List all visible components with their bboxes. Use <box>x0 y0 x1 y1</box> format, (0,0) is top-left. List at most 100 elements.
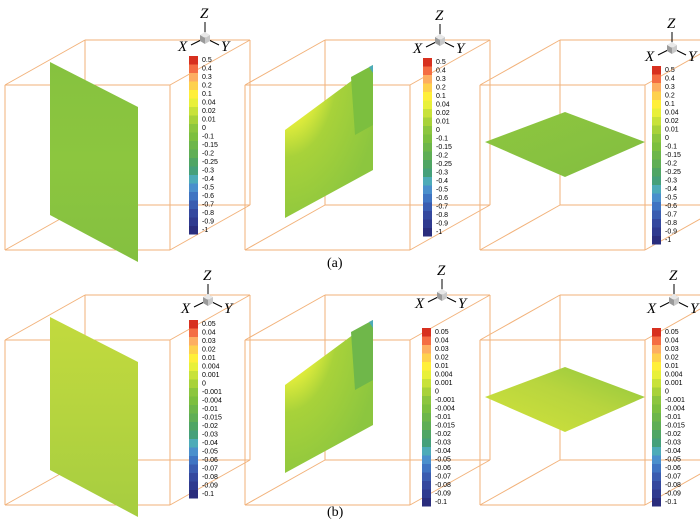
slice-0-2 <box>485 112 645 177</box>
colorbar-tick-label: 0.05 <box>665 329 679 336</box>
colorbar-swatch <box>189 439 198 448</box>
y-axis-label: Y <box>688 49 698 65</box>
cube-right <box>440 37 445 46</box>
colorbar-swatch <box>423 109 432 118</box>
colorbar-tick-label: -0.05 <box>435 457 451 464</box>
colorbar-swatch <box>423 185 432 194</box>
colorbar-swatch <box>422 370 431 379</box>
colorbar-swatch <box>189 158 198 167</box>
colorbar-tick-label: -0.8 <box>202 210 214 217</box>
colorbar-tick-label: 0.3 <box>665 84 675 91</box>
colorbar-swatch <box>423 143 432 152</box>
colorbar-swatch <box>652 481 661 490</box>
colorbar-tick-label: -0.1 <box>202 491 214 498</box>
slice-0-1 <box>285 65 373 218</box>
colorbar-tick-label: 0.01 <box>665 363 679 370</box>
colorbar-tick-label: -0.15 <box>436 144 452 151</box>
cube-left <box>669 297 674 306</box>
colorbar-tick-label: 0.001 <box>202 372 220 379</box>
colorbar-swatch <box>189 141 198 150</box>
colorbar-tick-label: -0.015 <box>665 423 685 430</box>
colorbar-tick-label: 0.04 <box>435 338 449 345</box>
colorbar-tick-label: -0.3 <box>202 168 214 175</box>
colorbar-tick-label: 0 <box>665 135 669 142</box>
z-axis-label: Z <box>200 6 209 22</box>
colorbar-tick-label: 0.02 <box>665 355 679 362</box>
colorbar-tick-label: 0.04 <box>436 102 450 109</box>
colorbar-tick-label: -0.04 <box>435 448 451 455</box>
colorbar-swatch <box>652 176 661 185</box>
colorbar-swatch <box>652 202 661 211</box>
colorbar-tick-label: -0.15 <box>202 142 218 149</box>
colorbar-tick-label: 0.02 <box>436 110 450 117</box>
colorbar-tick-label: -0.8 <box>665 220 677 227</box>
colorbar-swatch <box>189 481 198 490</box>
colorbar-tick-label: 0.004 <box>202 364 220 371</box>
colorbar-swatch <box>652 159 661 168</box>
colorbar-tick-label: -0.4 <box>436 178 448 185</box>
colorbar-tick-label: -0.9 <box>202 219 214 226</box>
colorbar-swatch <box>652 227 661 236</box>
colorbar-0-2: 0.5 0.40.3 0.20.1 0.040.02 0.010 -0.1-0.15 -0.… <box>652 66 681 245</box>
colorbar-swatch <box>189 226 198 235</box>
colorbar-swatch <box>189 388 198 397</box>
colorbar-tick-label: -0.01 <box>202 406 218 413</box>
colorbar-tick-label: -0.001 <box>435 397 455 404</box>
colorbar-tick-label: 0.2 <box>665 93 675 100</box>
x-axis-label: X <box>177 39 188 55</box>
colorbar-swatch <box>189 447 198 456</box>
colorbar-swatch <box>652 117 661 126</box>
colorbar-swatch <box>189 345 198 354</box>
colorbar-swatch <box>189 490 198 499</box>
colorbar-tick-label: 0.04 <box>665 110 679 117</box>
colorbar-tick-label: -0.08 <box>665 482 681 489</box>
colorbar-swatch <box>423 66 432 75</box>
colorbar-swatch <box>423 92 432 101</box>
colorbar-swatch <box>652 362 661 371</box>
colorbar-tick-label: -0.004 <box>435 406 455 413</box>
colorbar-swatch <box>652 185 661 194</box>
axis-triad-1-2: Z X Y <box>646 268 700 317</box>
colorbar-tick-label: -0.25 <box>202 159 218 166</box>
colorbar-tick-label: -0.05 <box>202 449 218 456</box>
colorbar-tick-label: -0.01 <box>665 414 681 421</box>
contour-surface <box>485 367 645 432</box>
colorbar-tick-label: -1 <box>436 229 442 236</box>
colorbar-swatch <box>423 151 432 160</box>
contour-surface <box>285 65 373 218</box>
colorbar-tick-label: -0.1 <box>665 144 677 151</box>
x-axis-label: X <box>414 296 425 312</box>
colorbar-swatch <box>189 362 198 371</box>
colorbar-swatch <box>652 151 661 160</box>
colorbar-swatch <box>422 362 431 371</box>
colorbar-tick-label: 0.1 <box>665 101 675 108</box>
colorbar-swatch <box>189 192 198 201</box>
colorbar-tick-label: 0.04 <box>202 330 216 337</box>
colorbar-tick-label: -0.09 <box>202 483 218 490</box>
colorbar-swatch <box>189 166 198 175</box>
row-a-caption: (a) <box>327 256 343 271</box>
colorbar-tick-label: -0.02 <box>665 431 681 438</box>
colorbar-tick-label: 0 <box>665 389 669 396</box>
colorbar-swatch <box>652 396 661 405</box>
colorbar-tick-label: -0.7 <box>665 212 677 219</box>
colorbar-swatch <box>189 320 198 329</box>
colorbar-tick-label: 0.2 <box>202 83 212 90</box>
colorbar-swatch <box>422 489 431 498</box>
colorbar-tick-label: 0.4 <box>665 76 675 83</box>
colorbar-swatch <box>189 132 198 141</box>
colorbar-swatch <box>422 464 431 473</box>
colorbar-swatch <box>422 438 431 447</box>
colorbar-swatch <box>652 353 661 362</box>
x-axis-label: X <box>412 41 423 57</box>
axis-triad-0-1: Z X Y <box>412 8 466 57</box>
colorbar-tick-label: -0.09 <box>435 491 451 498</box>
colorbar-swatch <box>652 464 661 473</box>
axis-triad-0-0: Z X Y <box>177 6 231 55</box>
colorbar-tick-label: -0.4 <box>665 186 677 193</box>
colorbar-swatch <box>423 117 432 126</box>
colorbar-tick-label: -0.6 <box>202 193 214 200</box>
colorbar-tick-label: -0.03 <box>665 440 681 447</box>
